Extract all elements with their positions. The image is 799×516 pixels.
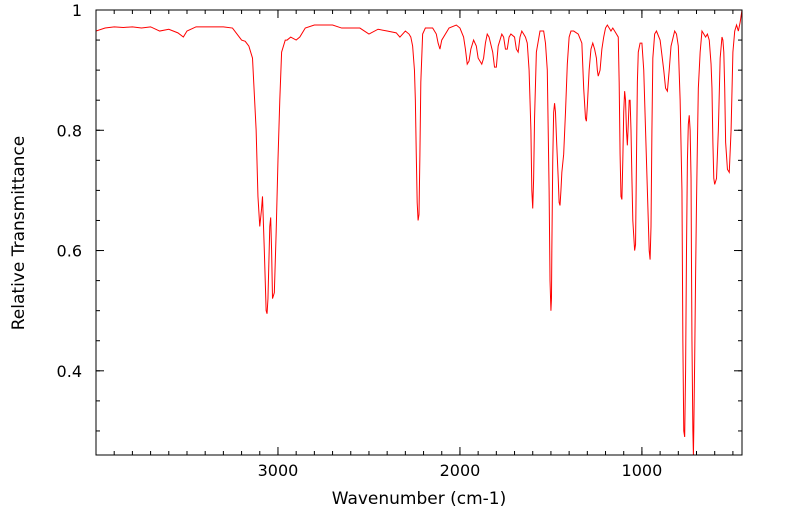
spectrum-line bbox=[96, 10, 742, 455]
y-axis-label: Relative Transmittance bbox=[9, 136, 29, 331]
x-tick-label: 3000 bbox=[258, 461, 299, 480]
x-tick-labels: 3000 2000 1000 bbox=[258, 461, 663, 480]
y-tick-label: 0.4 bbox=[57, 362, 82, 381]
y-tick-label: 1 bbox=[72, 1, 82, 20]
plot-frame bbox=[95, 9, 743, 456]
y-tick-label: 0.6 bbox=[57, 242, 82, 261]
y-tick-labels: 1 0.8 0.6 0.4 bbox=[57, 1, 82, 381]
x-axis-label: Wavenumber (cm-1) bbox=[332, 489, 507, 509]
x-tick-label: 2000 bbox=[440, 461, 481, 480]
x-tick-label: 1000 bbox=[622, 461, 663, 480]
y-tick-label: 0.8 bbox=[57, 121, 82, 140]
plot-area bbox=[96, 10, 742, 455]
